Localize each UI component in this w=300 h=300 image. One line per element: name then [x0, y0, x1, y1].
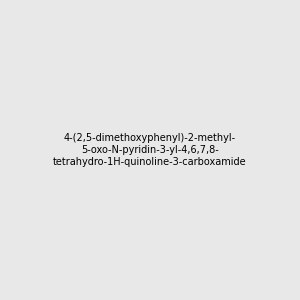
Text: 4-(2,5-dimethoxyphenyl)-2-methyl-
5-oxo-N-pyridin-3-yl-4,6,7,8-
tetrahydro-1H-qu: 4-(2,5-dimethoxyphenyl)-2-methyl- 5-oxo-… — [53, 134, 247, 166]
